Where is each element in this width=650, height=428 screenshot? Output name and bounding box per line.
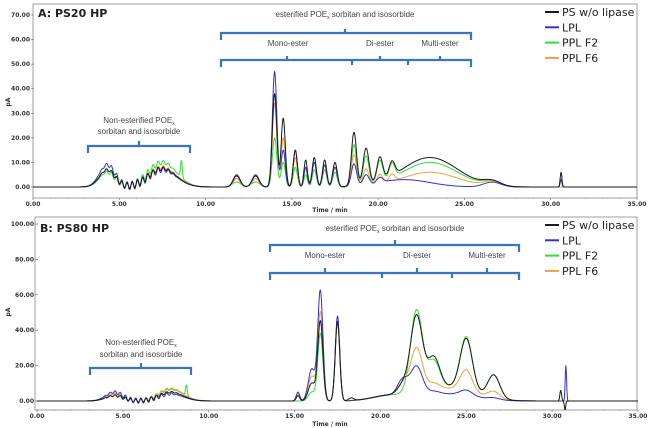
trace-ps-w-o-lipase [36,314,639,411]
legend-entry: LPL [562,21,582,34]
y-tick-label: 0.00 [15,184,30,191]
y-tick-label: 80.00 [15,256,34,263]
y-tick-label: 100.00 [11,221,34,228]
annotation-non-esterified-line1: Non-esterified POEx [103,116,175,127]
legend-entry: PS w/o lipase [562,219,635,232]
panel-b-title: B: PS80 HP [40,222,109,235]
panel-a-y-ticks: 0.00 10.00 20.00 30.00 40.00 50.00 60.00 70.00 [11,12,34,191]
panel-b-ylabel: pA [5,307,12,316]
bracket-esterified [268,240,521,252]
legend-entry: PPL F6 [562,52,598,65]
legend-entry: PS w/o lipase [562,6,635,19]
panel-b-x-ticks: 0.00 5.00 10.00 15.00 20.00 25.00 30.00 35.00 [30,410,648,420]
y-tick-label: 70.00 [11,12,30,19]
annotation-non-esterified-line1: Non-esterified POEx [105,338,177,349]
annotation-multi-ester: Multi-ester [468,251,506,260]
trace-ps-w-o-lipase [32,93,638,190]
annotation-non-esterified-line2: sorbitan and isosorbide [98,127,181,136]
panel-b: 0.00 20.00 40.00 60.00 80.00 100.00 0.00 5.00 1… [5,216,648,428]
panel-b-y-ticks: 0.00 20.00 40.00 60.00 80.00 100.00 [11,221,38,405]
x-tick-label: 5.00 [112,201,127,208]
annotation-mono-ester: Mono-ester [305,251,346,260]
panel-b-traces [36,289,639,411]
panel-a-ylabel: pA [5,97,12,106]
y-tick-label: 10.00 [11,159,30,166]
annotation-non-esterified-line2: sorbitan and isosorbide [100,350,183,359]
x-tick-label: 5.00 [115,413,130,420]
legend-entry: PPL F6 [562,265,598,278]
y-tick-label: 20.00 [11,135,30,142]
x-tick-label: 0.00 [30,413,45,420]
annotation-esterified: esterified POEx sorbitan and isosorbide [275,10,415,21]
bracket-ester-classes [219,56,473,67]
x-tick-label: 35.00 [629,413,648,420]
x-tick-label: 10.00 [196,201,215,208]
annotation-di-ester: Di-ester [403,251,431,260]
x-tick-label: 20.00 [369,201,388,208]
x-tick-label: 25.00 [457,413,476,420]
bracket-esterified [219,29,473,40]
annotation-esterified: esterified POEx sorbitan and isosorbide [325,224,465,235]
x-tick-label: 15.00 [282,201,301,208]
panel-b-xlabel: Time / min [312,421,347,428]
bracket-non-esterified [86,141,192,153]
panel-a-frame [32,3,638,199]
legend-entry: PPL F2 [562,37,598,50]
x-tick-label: 20.00 [371,413,390,420]
panel-b-legend: PS w/o lipase LPL PPL F2 PPL F6 [545,219,635,278]
y-tick-label: 30.00 [11,110,30,117]
x-tick-label: 30.00 [541,201,560,208]
x-tick-label: 15.00 [285,413,304,420]
x-tick-label: 30.00 [543,413,562,420]
panel-a-traces [32,71,638,191]
panel-a: 0.0010.0020.0030.0040.0050.0060.0070.00 … [5,3,647,214]
panel-b-frame [34,216,638,411]
panel-a-xlabel: Time / min [312,207,347,214]
annotation-mono-ester: Mono-ester [268,39,309,48]
x-tick-label: 35.00 [628,201,647,208]
bracket-non-esterified [88,363,193,375]
bracket-ester-classes [268,268,521,280]
annotation-multi-ester: Multi-ester [421,39,459,48]
y-tick-label: 20.00 [15,363,34,370]
y-tick-label: 40.00 [15,327,34,334]
panel-a-legend: PS w/o lipase LPL PPL F2 PPL F6 [545,6,635,65]
panel-a-x-ticks: 0.00 5.00 10.00 15.00 20.00 25.00 30.00 35.00 [26,198,647,208]
y-tick-label: 40.00 [11,86,30,93]
legend-entry: LPL [562,234,582,247]
y-tick-label: 60.00 [15,292,34,299]
y-tick-label: 50.00 [11,61,30,68]
panel-a-title: A: PS20 HP [38,7,107,20]
legend-entry: PPL F2 [562,250,598,263]
y-tick-label: 60.00 [11,37,30,44]
y-tick-label: 0.00 [19,398,34,405]
x-tick-label: 10.00 [199,413,218,420]
annotation-di-ester: Di-ester [366,39,394,48]
x-tick-label: 0.00 [26,201,41,208]
x-tick-label: 25.00 [455,201,474,208]
